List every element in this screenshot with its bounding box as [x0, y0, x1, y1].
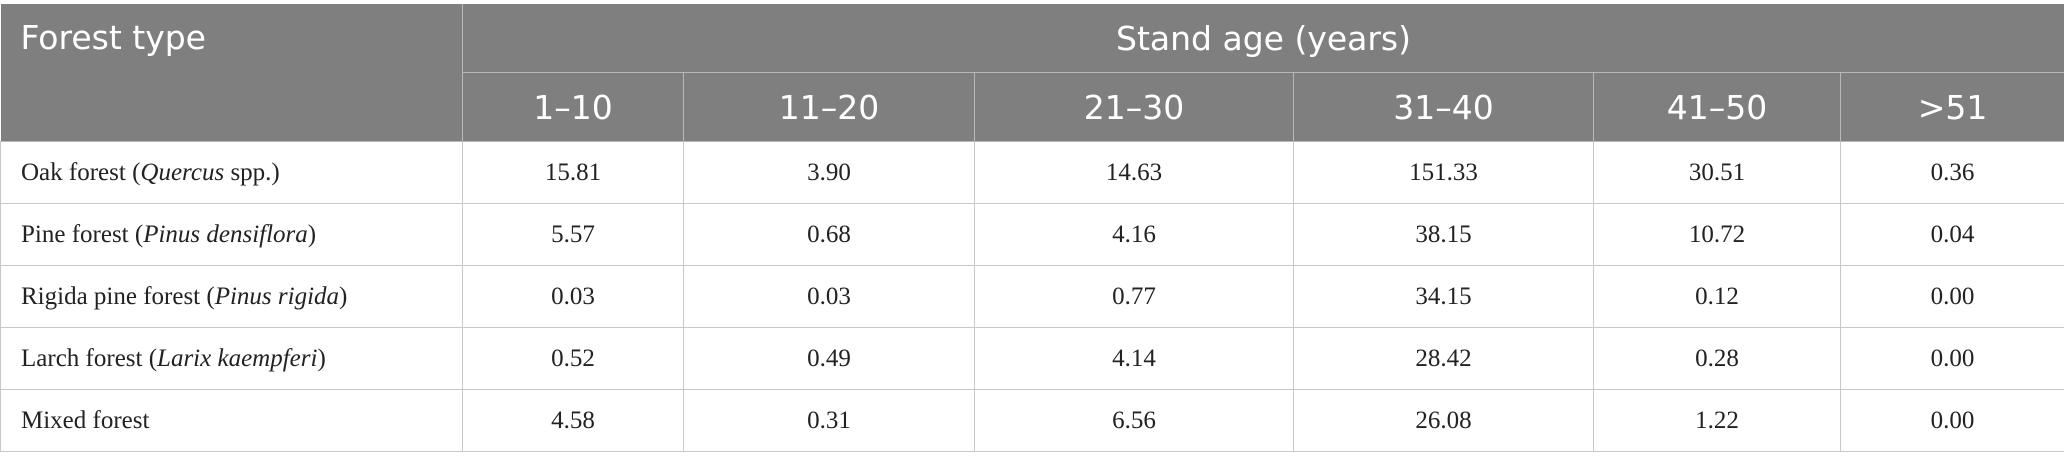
label-text: ) [317, 344, 326, 372]
value-cell: 0.36 [1839, 141, 2064, 204]
latin-name: Pinus densiflora [143, 220, 308, 248]
value-cell: 0.68 [683, 203, 975, 266]
header-group: Stand age (years) [461, 4, 2064, 73]
value-cell: 0.52 [462, 327, 684, 390]
table-row: Mixed forest 4.58 0.31 6.56 26.08 1.22 0.00 [0, 389, 2064, 452]
header-cell: Forest type [0, 4, 463, 142]
value-cell: 0.31 [683, 389, 975, 452]
row-label: Larch forest (Larix kaempferi) [0, 327, 463, 390]
value-cell: 0.04 [1839, 203, 2064, 266]
latin-name: Quercus [140, 158, 225, 186]
table-body: Oak forest (Quercus spp.) 15.81 3.90 14.63 1… [0, 141, 2064, 452]
value-cell: 15.81 [462, 141, 684, 204]
header-cell: 31–40 [1293, 72, 1594, 142]
value-cell: 0.03 [683, 265, 975, 328]
value-cell: 0.00 [1839, 327, 2064, 390]
value-cell: 5.57 [462, 203, 684, 266]
header-cell: >51 [1839, 72, 2064, 142]
label-text: Rigida pine forest ( [21, 282, 215, 310]
value-cell: 30.51 [1593, 141, 1841, 204]
label-text: Larch forest ( [21, 344, 158, 372]
value-cell: 3.90 [683, 141, 975, 204]
value-cell: 4.14 [974, 327, 1294, 390]
value-cell: 34.15 [1293, 265, 1594, 328]
row-label: Rigida pine forest (Pinus rigida) [0, 265, 463, 328]
latin-name: Larix kaempferi [157, 344, 318, 372]
header-cell: 41–50 [1593, 72, 1841, 142]
label-text: ) [339, 282, 348, 310]
label-text: spp.) [224, 158, 280, 186]
value-cell: 10.72 [1593, 203, 1841, 266]
table-row: Pine forest (Pinus densiflora) 5.57 0.68 4.… [0, 203, 2064, 266]
row-label: Mixed forest [0, 389, 463, 452]
row-label: Pine forest (Pinus densiflora) [0, 203, 463, 266]
label-text: Oak forest ( [21, 158, 141, 186]
value-cell: 1.22 [1593, 389, 1841, 452]
header-cell: 21–30 [974, 72, 1294, 142]
value-cell: 4.58 [462, 389, 684, 452]
row-label: Oak forest (Quercus spp.) [0, 141, 463, 204]
table-row: Oak forest (Quercus spp.) 15.81 3.90 14.63 1… [0, 141, 2064, 204]
value-cell: 0.00 [1839, 389, 2064, 452]
value-cell: 38.15 [1293, 203, 1594, 266]
value-cell: 0.12 [1593, 265, 1841, 328]
value-cell: 151.33 [1293, 141, 1594, 204]
value-cell: 26.08 [1293, 389, 1594, 452]
header-cell: 1–10 [462, 72, 684, 142]
label-text: ) [307, 220, 317, 248]
header-row: Forest type Stand age (years) [0, 4, 2064, 142]
label-text: Mixed forest [21, 406, 150, 434]
header-cell: 11–20 [683, 72, 975, 142]
table-row: Rigida pine forest (Pinus rigida) 0.03 0.0… [0, 265, 2064, 328]
table-row: Larch forest (Larix kaempferi) 0.52 0.49 4.… [0, 327, 2064, 390]
value-cell: 14.63 [974, 141, 1294, 204]
value-cell: 0.00 [1839, 265, 2064, 328]
value-cell: 28.42 [1293, 327, 1594, 390]
header-row: 1–10 11–20 21–30 31–40 41–50 >51 [1, 72, 2064, 142]
data-table: Forest type Stand age (years) 1–10 11–20 2… [0, 4, 2064, 452]
value-cell: 0.49 [683, 327, 975, 390]
value-cell: 0.77 [974, 265, 1294, 328]
value-cell: 0.03 [462, 265, 684, 328]
value-cell: 4.16 [974, 203, 1294, 266]
value-cell: 0.28 [1593, 327, 1841, 390]
latin-name: Pinus rigida [214, 282, 340, 310]
label-text: Pine forest ( [21, 220, 144, 248]
value-cell: 6.56 [974, 389, 1294, 452]
